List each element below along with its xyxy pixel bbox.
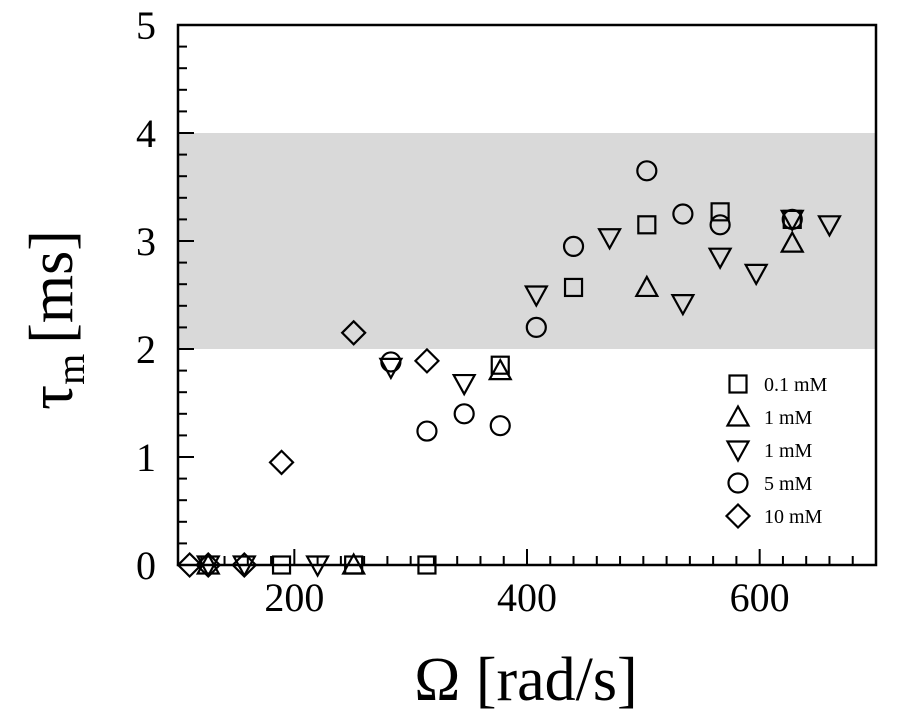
data-point-triangle-down (670, 294, 696, 317)
data-point-triangle-down (817, 215, 842, 238)
x-axis-title: Ω [rad/s] (414, 646, 637, 714)
axis-titles: Ω [rad/s] τm [ms] (18, 230, 638, 714)
data-point-triangle-down (597, 228, 622, 251)
data-point-square (490, 355, 510, 375)
series-3 (380, 160, 803, 442)
legend-item: 10 mM (724, 502, 823, 530)
legend-label: 1 mM (764, 407, 813, 429)
y-tick-label: 5 (136, 3, 156, 48)
y-tick-label: 4 (136, 111, 156, 156)
legend-marker-triangle-down (725, 440, 751, 463)
y-tick-label: 1 (136, 435, 156, 480)
data-point-triangle-down (451, 373, 477, 397)
legend: 0.1 mM 1 mM 1 mM 5 mM 10 mM (724, 374, 828, 530)
legend-marker-triangle-up (725, 404, 751, 427)
legend-item: 1 mM (725, 404, 813, 429)
x-tick-label: 600 (730, 575, 790, 620)
data-point-circle (416, 420, 438, 442)
y-axis-title-symbol: τ (18, 385, 86, 410)
y-axis-title: τm [ms] (18, 230, 93, 410)
y-tick-label: 0 (136, 543, 156, 588)
data-point-triangle-up (779, 230, 805, 253)
plot-area (176, 133, 876, 579)
data-point-triangle-down (523, 285, 549, 308)
data-point-square (563, 277, 584, 298)
legend-label: 0.1 mM (764, 374, 828, 396)
data-point-circle (709, 214, 731, 236)
x-tick-label: 400 (497, 575, 557, 620)
data-point-circle (380, 351, 402, 373)
axes (176, 23, 878, 567)
data-point-triangle-down (707, 247, 733, 270)
data-point-diamond (176, 551, 203, 579)
y-axis-title-subscript: m (48, 354, 93, 385)
data-point-circle (781, 208, 803, 230)
y-axis-title-unit: [ms] (18, 230, 86, 344)
data-point-triangle-up (487, 357, 513, 381)
data-point-triangle-down (378, 357, 404, 381)
legend-item: 5 mM (727, 472, 813, 495)
legend-item: 1 mM (725, 440, 813, 463)
data-point-triangle-down (743, 263, 769, 287)
legend-item: 0.1 mM (728, 374, 828, 396)
legend-label: 1 mM (764, 440, 813, 462)
data-point-circle (636, 160, 658, 182)
legend-marker-square (728, 374, 748, 394)
legend-marker-circle (727, 472, 749, 494)
svg-text:τm[ms]: τm [ms] (18, 230, 93, 410)
data-point-circle (562, 235, 585, 257)
x-tick-label: 200 (264, 575, 324, 620)
legend-marker-diamond (724, 502, 752, 530)
data-point-square (637, 215, 657, 235)
y-tick-label: 3 (136, 219, 156, 264)
tick-labels: 0 1 2 3 4 5 200 400 600 (136, 3, 790, 620)
y-tick-label: 2 (136, 327, 156, 372)
data-point-diamond (231, 551, 258, 579)
data-point-circle (453, 403, 475, 425)
data-point-square (710, 202, 730, 222)
legend-label: 10 mM (764, 506, 823, 528)
data-point-circle (525, 316, 547, 338)
legend-label: 5 mM (764, 473, 813, 495)
shaded-band (178, 133, 876, 349)
data-point-circle (489, 415, 511, 437)
data-point-diamond (268, 449, 295, 476)
data-point-diamond (413, 347, 441, 374)
data-point-triangle-up (634, 274, 660, 298)
data-point-diamond (340, 319, 367, 346)
data-point-circle (672, 203, 694, 225)
